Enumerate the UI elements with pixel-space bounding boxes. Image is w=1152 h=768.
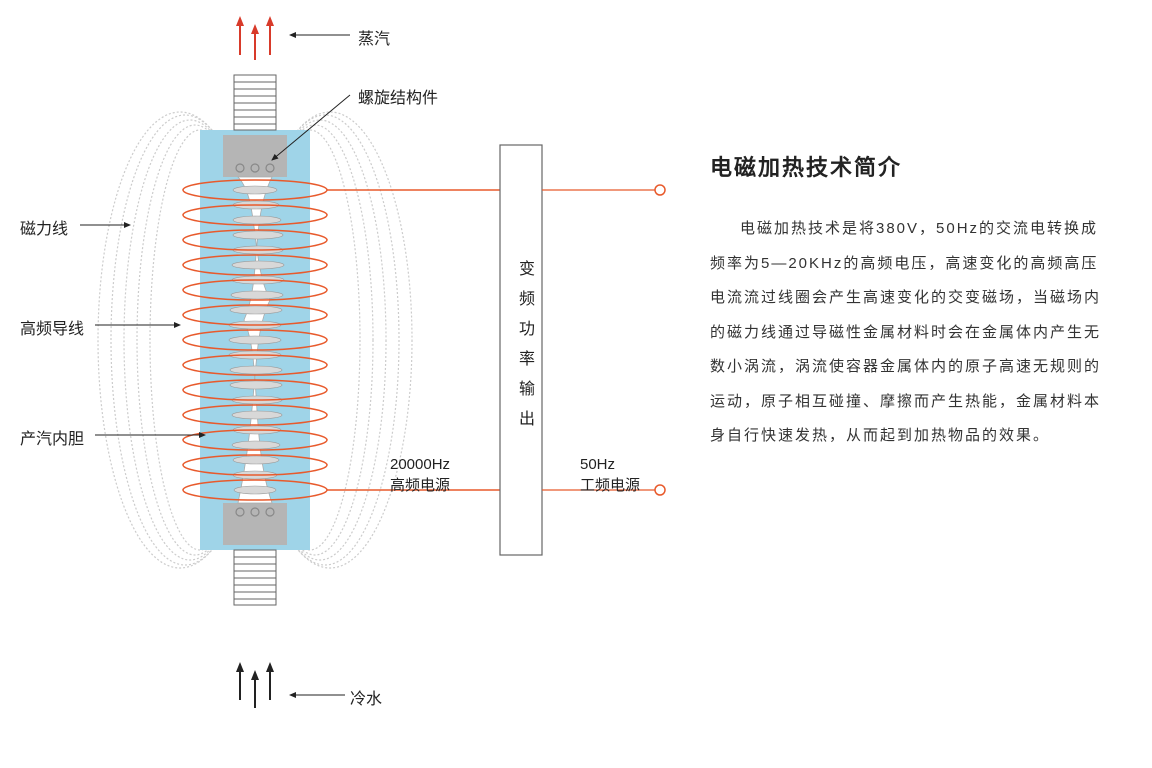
bottom-pipe — [234, 550, 276, 605]
label-chamber: 产汽内胆 — [20, 425, 84, 449]
steam-arrows — [236, 16, 274, 60]
label-hf-power: 20000Hz 高频电源 — [390, 454, 450, 496]
title: 电磁加热技术简介 — [710, 150, 1110, 182]
label-coldwater: 冷水 — [350, 685, 382, 709]
description: 电磁加热技术是将380V，50Hz的交流电转换成频率为5—20KHz的高频电压，… — [710, 212, 1110, 454]
diagram-svg — [0, 0, 680, 768]
label-converter: 变频功率输出 — [512, 260, 536, 440]
label-steam: 蒸汽 — [358, 25, 390, 49]
terminal-top — [655, 185, 665, 195]
cold-water-arrows — [236, 662, 274, 708]
text-area: 电磁加热技术简介 电磁加热技术是将380V，50Hz的交流电转换成频率为5—20… — [710, 150, 1110, 454]
label-hfwire: 高频导线 — [20, 315, 84, 339]
label-magnetic: 磁力线 — [20, 215, 68, 239]
label-spiral: 螺旋结构件 — [358, 84, 438, 108]
top-pipe — [234, 75, 276, 130]
terminal-bottom — [655, 485, 665, 495]
label-line-power: 50Hz 工频电源 — [580, 454, 640, 496]
diagram-area: 蒸汽 螺旋结构件 磁力线 高频导线 产汽内胆 冷水 20000Hz 高频电源 变… — [0, 0, 680, 768]
